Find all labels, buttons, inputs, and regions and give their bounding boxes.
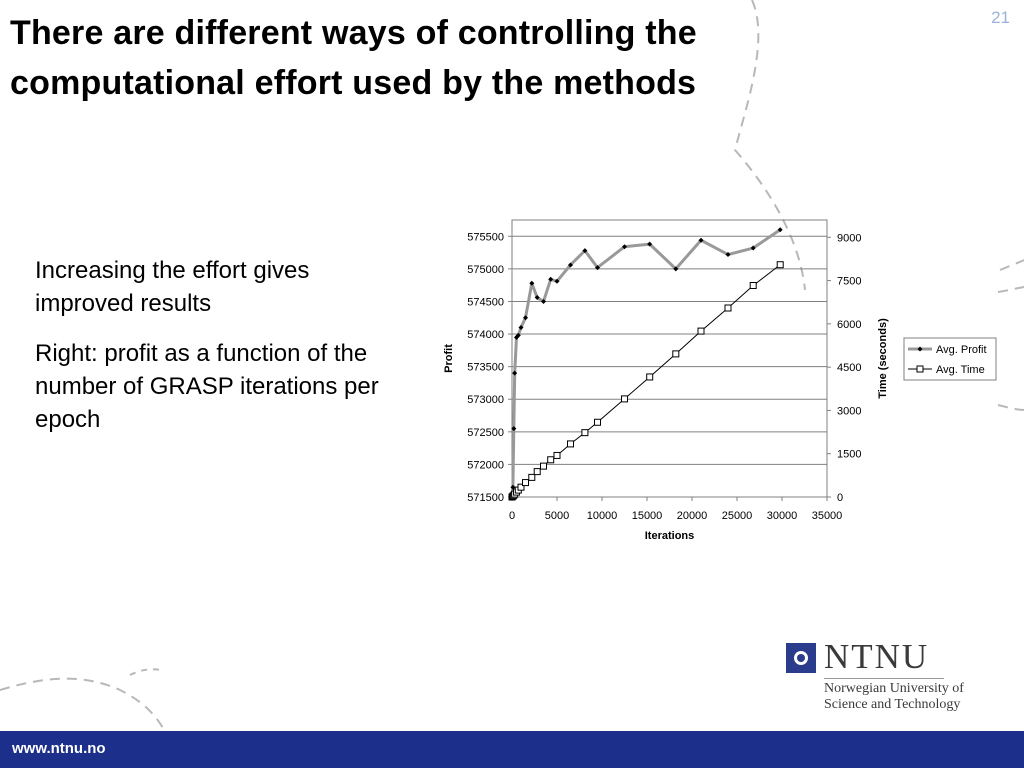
avg-profit-point [647,241,653,247]
avg-time-point [581,429,589,437]
y2-tick-label-4500: 4500 [837,362,861,374]
series-avg-profit [509,227,783,497]
x-tick-label-0: 0 [509,510,515,522]
logo-subtitle-line-1: Norwegian University of [824,681,964,696]
avg-time-point [697,327,705,335]
avg-profit-point [595,265,600,271]
slide-title: There are different ways of controlling … [10,8,910,108]
avg-profit-point [698,237,704,243]
slide-title-line-2: computational effort used by the methods [10,64,697,102]
avg-time-point [567,440,574,448]
avg-profit-point [534,295,540,301]
avg-profit-point [548,276,554,282]
ntnu-logo-icon [786,643,816,673]
avg-time-point [776,261,784,269]
avg-time-point [672,350,680,358]
y-tick-label-575500: 575500 [467,231,504,243]
avg-time-point [724,304,732,312]
avg-time-point [594,418,601,426]
avg-profit-point [511,426,517,432]
avg-time-point [553,451,561,459]
series-avg-time [508,261,784,501]
y-tick-label-574500: 574500 [467,296,504,308]
avg-time-point [528,473,536,481]
y-tick-label-573500: 573500 [467,362,504,374]
x-axis-label: Iterations [645,530,695,542]
footer-bar: www.ntnu.no [0,731,1024,768]
avg-profit-point [518,325,524,331]
chart-axis-labels: Iterations Profit Time (seconds) [443,318,889,542]
avg-profit-point [725,252,731,258]
x-tick-label-20000: 20000 [677,510,708,522]
x-tick-label-25000: 25000 [722,510,753,522]
avg-time-point [522,479,529,487]
avg-profit-point [529,280,535,286]
bullet-text-2: Right: profit as a function of the numbe… [35,340,379,433]
avg-time-point [547,456,555,464]
y-tick-label-573000: 573000 [467,394,504,406]
y-tick-label-572000: 572000 [467,459,504,471]
x-tick-label-35000: 35000 [812,510,843,522]
plot-area-frame [511,219,828,498]
x-tick-label-10000: 10000 [587,510,618,522]
bullet-text-1: Increasing the effort gives improved res… [35,257,310,317]
logo-divider [824,678,944,679]
legend-time-marker [916,365,924,373]
x-tick-label-5000: 5000 [545,510,569,522]
chart-gridlines [512,235,827,465]
y2-tick-label-0: 0 [837,492,843,504]
legend-box [903,337,997,381]
footer-url-link[interactable]: www.ntnu.no [12,740,106,757]
avg-time-point [517,483,525,491]
slide-title-line-1: There are different ways of controlling … [10,14,697,52]
x-tick-label-30000: 30000 [767,510,798,522]
profit-time-chart: 571500 572000 572500 573000 573500 574000 5745… [443,219,997,542]
avg-profit-point [512,370,518,376]
avg-profit-point [750,245,756,251]
y-tick-label-572500: 572500 [467,427,504,439]
avg-profit-point [582,248,588,254]
legend-profit-label: Avg. Profit [936,344,987,356]
avg-time-point [646,373,654,381]
chart-axis-ticks: 571500 572000 572500 573000 573500 574000 5745… [467,231,861,522]
slide-number: 21 [991,8,1010,27]
ntnu-logo-wordmark: NTNU [824,637,930,676]
avg-profit-point [777,227,783,233]
x-tick-label-15000: 15000 [632,510,663,522]
avg-profit-point [673,266,679,272]
y2-tick-label-7500: 7500 [837,276,861,288]
y2-tick-label-6000: 6000 [837,319,861,331]
avg-profit-point [568,262,573,268]
legend-profit-marker [917,346,923,352]
y2-tick-label-9000: 9000 [837,232,861,244]
legend-time-label: Avg. Time [936,364,985,376]
avg-profit-point [523,315,528,321]
avg-profit-point [622,244,627,250]
y2-axis-label: Time (seconds) [877,318,889,399]
avg-time-point [540,462,547,470]
y-tick-label-571500: 571500 [467,492,504,504]
logo-subtitle: Norwegian University of Science and Tech… [824,681,1024,713]
avg-profit-point [554,278,560,284]
y-tick-label-574000: 574000 [467,329,504,341]
avg-profit-point [541,298,546,304]
bullet-list: Increasing the effort gives improved res… [35,254,405,453]
chart-legend: Avg. Profit Avg. Time [903,337,997,381]
y2-tick-label-1500: 1500 [837,449,861,461]
y-axis-label: Profit [443,344,455,373]
y2-tick-label-3000: 3000 [837,405,861,417]
avg-profit-point [515,332,521,338]
avg-time-point [621,395,628,403]
avg-time-point [533,468,541,476]
y-tick-label-575000: 575000 [467,264,504,276]
avg-time-point [749,281,757,289]
logo-subtitle-line-2: Science and Technology [824,697,961,712]
